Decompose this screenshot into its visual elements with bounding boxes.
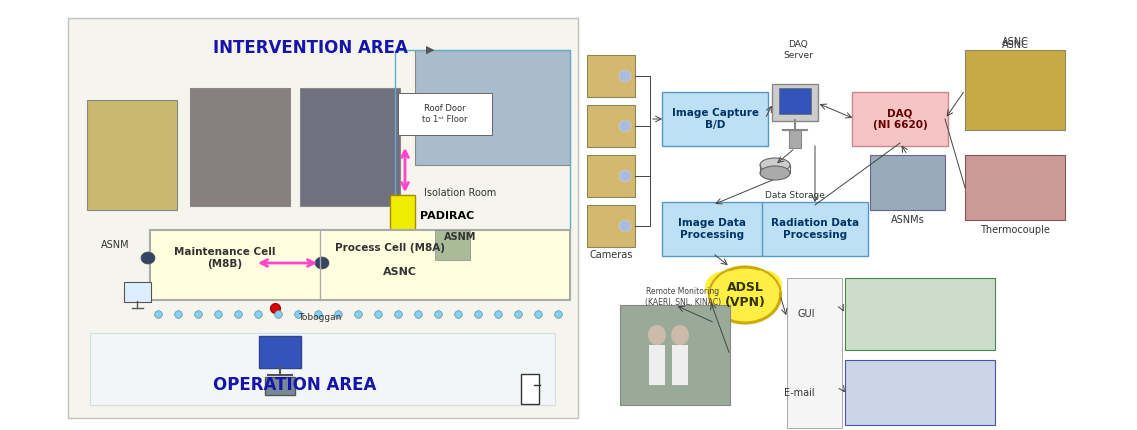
Text: INTERVENTION AREA: INTERVENTION AREA [213, 39, 407, 57]
FancyBboxPatch shape [787, 278, 843, 428]
Text: ASNC: ASNC [383, 267, 417, 277]
FancyBboxPatch shape [521, 374, 539, 404]
Text: PADIRAC: PADIRAC [420, 211, 474, 221]
FancyBboxPatch shape [435, 230, 470, 260]
Text: Image Data
Processing: Image Data Processing [679, 218, 747, 240]
Text: E-mail: E-mail [785, 387, 815, 397]
Ellipse shape [705, 271, 745, 303]
FancyBboxPatch shape [150, 230, 570, 300]
FancyBboxPatch shape [620, 305, 730, 405]
Ellipse shape [720, 290, 770, 320]
Ellipse shape [619, 120, 631, 132]
FancyBboxPatch shape [88, 100, 177, 210]
Text: GUI: GUI [797, 309, 815, 319]
FancyBboxPatch shape [965, 50, 1065, 130]
Ellipse shape [648, 325, 666, 345]
Text: Cameras: Cameras [589, 250, 632, 260]
FancyBboxPatch shape [398, 93, 492, 135]
FancyBboxPatch shape [587, 55, 634, 97]
Ellipse shape [619, 170, 631, 182]
Text: DAQ
Server: DAQ Server [783, 40, 813, 60]
Text: ASNM: ASNM [443, 232, 476, 242]
Ellipse shape [619, 220, 631, 232]
Text: Radiation Data
Processing: Radiation Data Processing [771, 218, 860, 240]
Text: Data Storage: Data Storage [765, 190, 825, 200]
FancyBboxPatch shape [870, 155, 945, 210]
FancyBboxPatch shape [852, 92, 948, 146]
FancyBboxPatch shape [662, 202, 763, 256]
FancyBboxPatch shape [90, 333, 555, 405]
Text: ASNC: ASNC [1002, 40, 1029, 50]
Text: Isolation Room: Isolation Room [424, 188, 496, 198]
Text: ▶: ▶ [425, 45, 434, 55]
Text: DAQ
(NI 6620): DAQ (NI 6620) [872, 108, 928, 130]
FancyBboxPatch shape [190, 88, 290, 206]
Text: Image Capture
B/D: Image Capture B/D [672, 108, 758, 130]
Text: ASNMs: ASNMs [890, 215, 924, 225]
Text: Toboggan: Toboggan [298, 313, 342, 322]
Text: ADSL
(VPN): ADSL (VPN) [724, 281, 765, 309]
FancyBboxPatch shape [845, 278, 995, 350]
FancyBboxPatch shape [587, 205, 634, 247]
Ellipse shape [760, 158, 790, 172]
FancyBboxPatch shape [965, 155, 1065, 220]
Ellipse shape [760, 166, 790, 180]
FancyBboxPatch shape [672, 345, 688, 385]
FancyBboxPatch shape [587, 155, 634, 197]
Text: ASNC: ASNC [1002, 37, 1029, 47]
Text: ASNM: ASNM [101, 240, 130, 250]
FancyBboxPatch shape [762, 202, 868, 256]
FancyBboxPatch shape [124, 282, 151, 302]
Text: Remote Monitoring
(KAERI, SNL, KINAC): Remote Monitoring (KAERI, SNL, KINAC) [645, 287, 721, 307]
Text: Thermocouple: Thermocouple [980, 225, 1049, 235]
FancyBboxPatch shape [415, 50, 570, 165]
FancyBboxPatch shape [259, 336, 301, 368]
FancyBboxPatch shape [587, 105, 634, 147]
FancyBboxPatch shape [265, 377, 294, 395]
FancyBboxPatch shape [845, 360, 995, 425]
Text: Process Cell (M8A): Process Cell (M8A) [335, 243, 445, 253]
FancyBboxPatch shape [390, 195, 415, 237]
Ellipse shape [619, 70, 631, 82]
FancyBboxPatch shape [779, 88, 811, 114]
Ellipse shape [141, 252, 155, 264]
FancyBboxPatch shape [649, 345, 665, 385]
Text: Maintenance Cell
(M8B): Maintenance Cell (M8B) [174, 247, 276, 269]
Ellipse shape [744, 270, 782, 300]
Ellipse shape [709, 267, 780, 322]
FancyBboxPatch shape [662, 92, 767, 146]
Ellipse shape [671, 325, 689, 345]
FancyBboxPatch shape [300, 88, 400, 206]
FancyBboxPatch shape [68, 18, 578, 418]
FancyBboxPatch shape [772, 84, 818, 121]
Text: Roof Door
to 1ˢᵗ Floor: Roof Door to 1ˢᵗ Floor [422, 104, 467, 124]
Ellipse shape [315, 257, 329, 269]
Text: OPERATION AREA: OPERATION AREA [214, 376, 376, 394]
FancyBboxPatch shape [789, 130, 800, 148]
